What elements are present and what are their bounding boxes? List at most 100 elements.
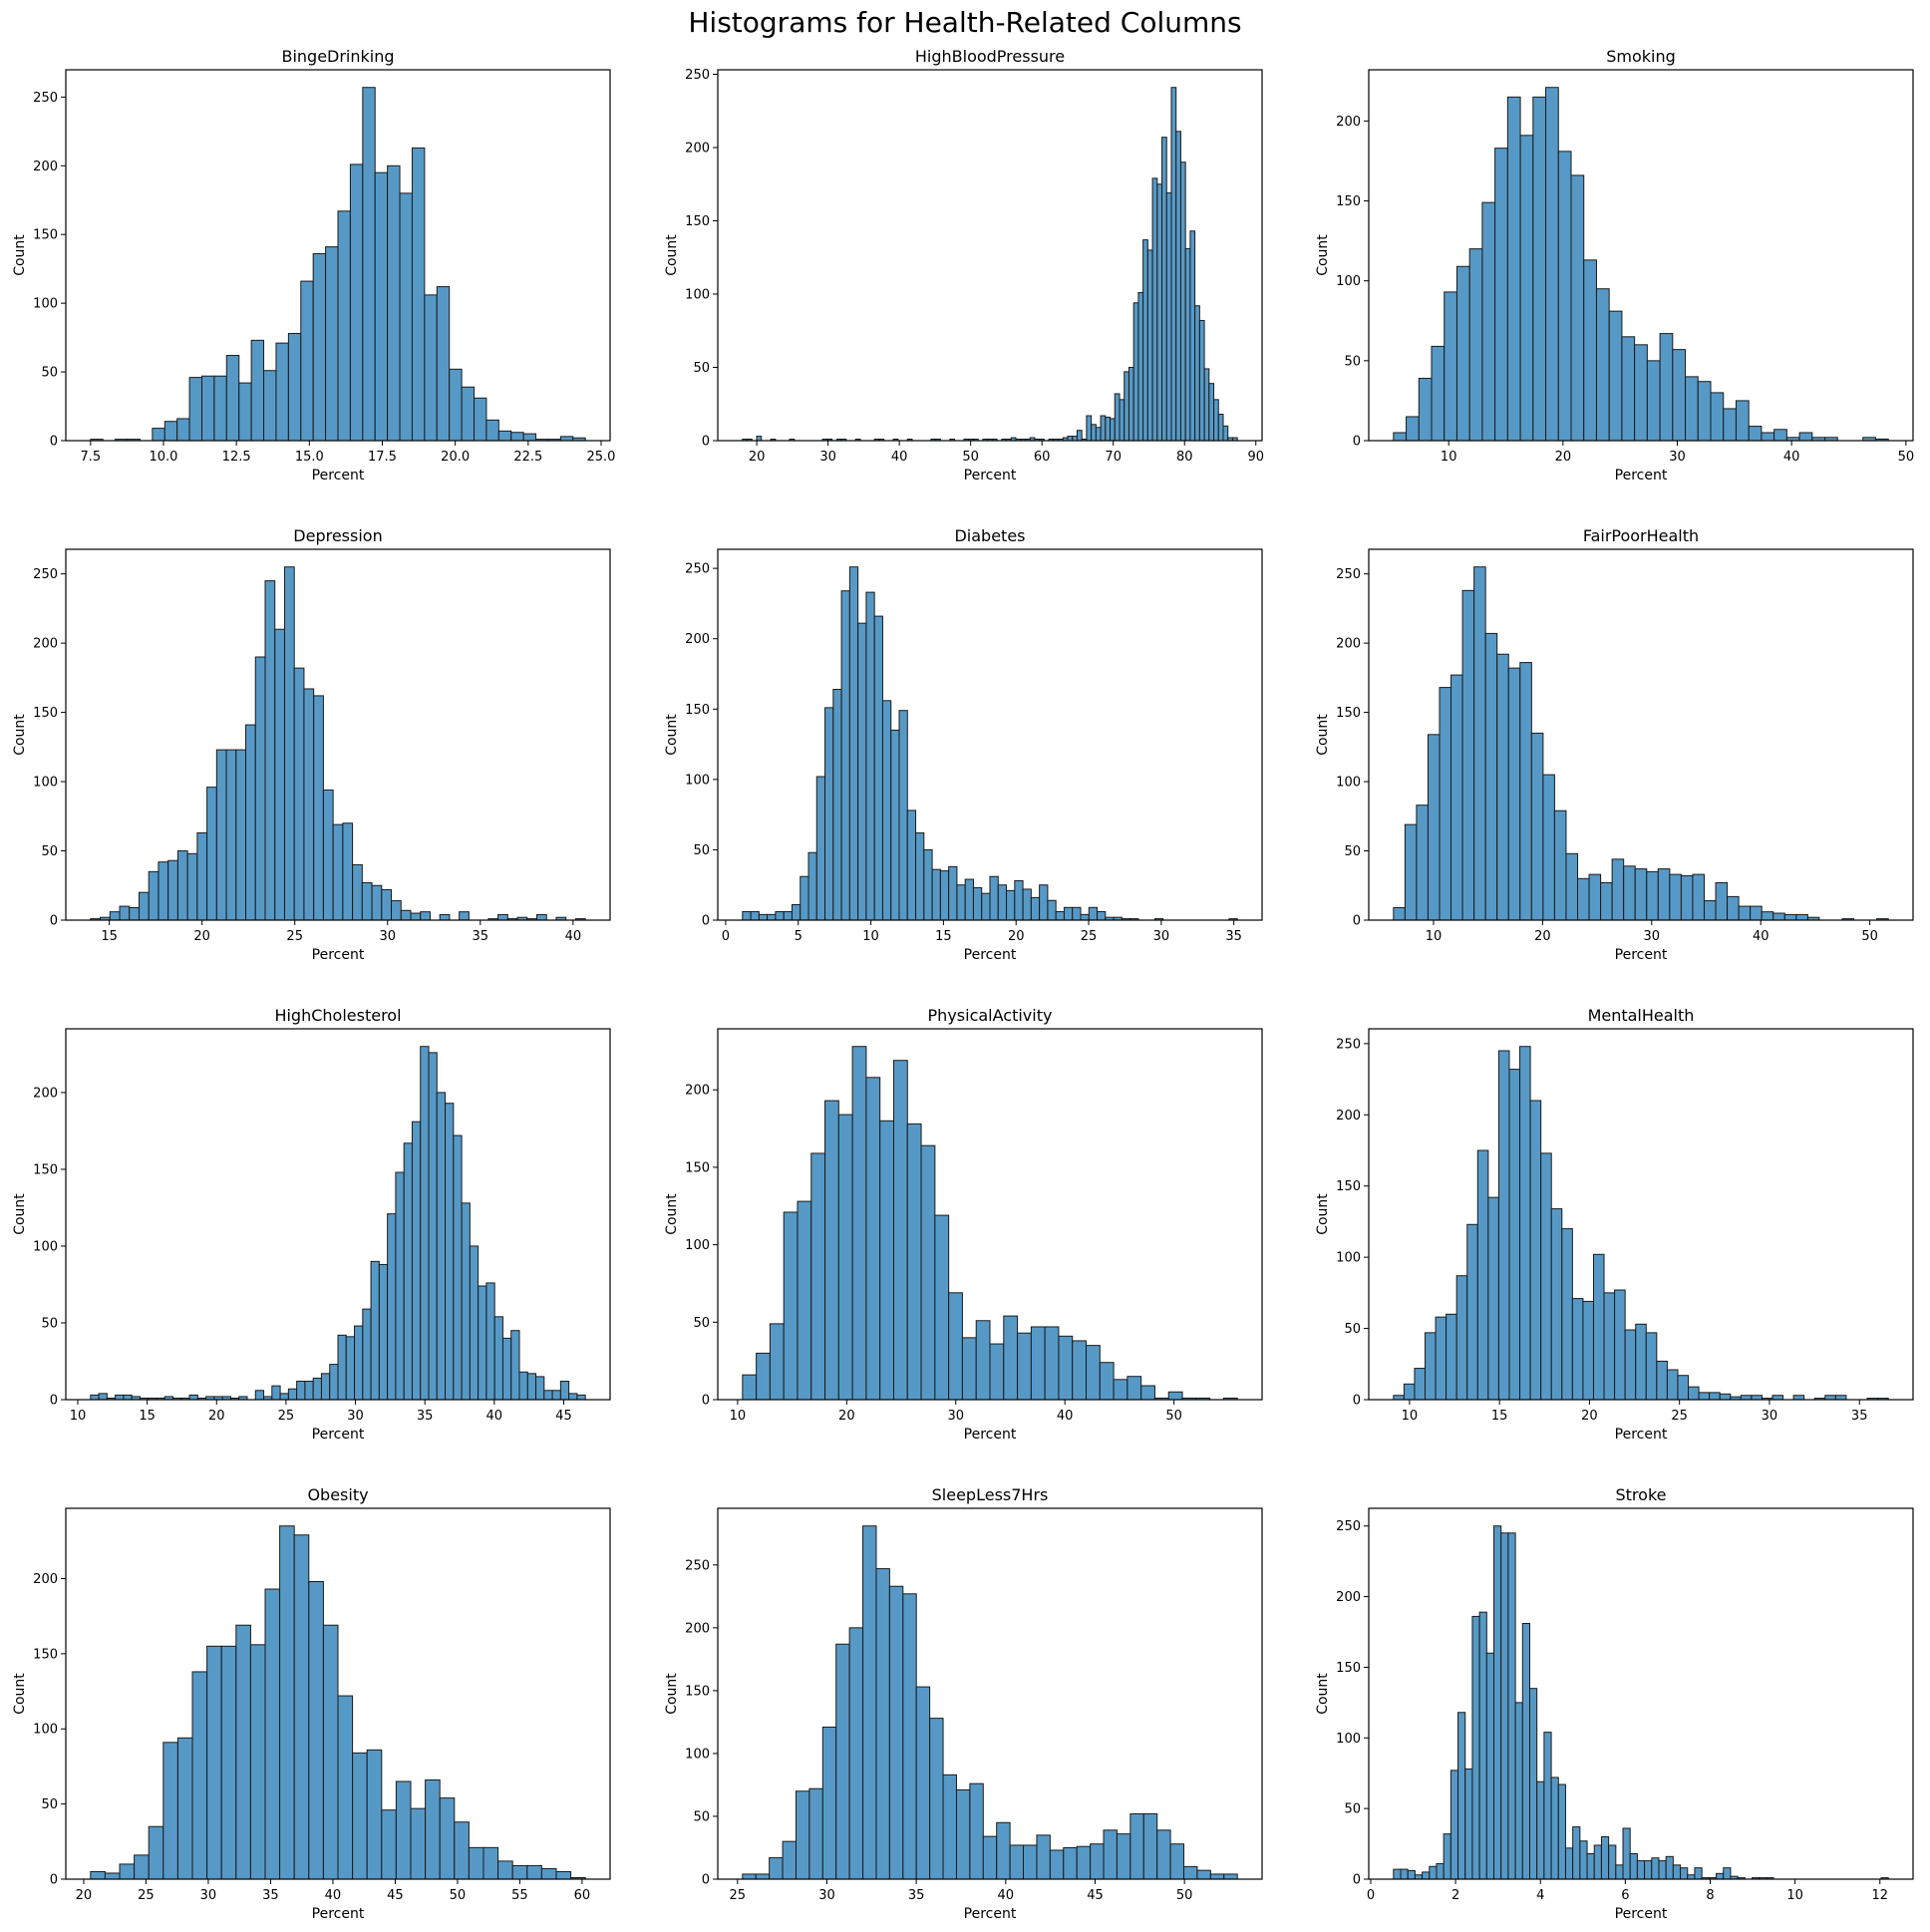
histogram-bar — [420, 1046, 430, 1401]
histogram-bar — [1418, 377, 1433, 442]
histogram-bar — [1658, 1860, 1667, 1880]
x-tick-label: 50 — [1861, 929, 1878, 944]
histogram-bar — [1697, 381, 1712, 442]
histogram-bar — [1403, 1383, 1416, 1401]
histogram-bar — [254, 656, 266, 921]
histogram-bar — [1528, 1688, 1538, 1880]
histogram-bar — [1076, 430, 1083, 442]
y-axis-label: Count — [1315, 234, 1331, 276]
histogram-bar — [1771, 1395, 1784, 1401]
axes-frame — [65, 1028, 611, 1401]
x-tick-label: 35 — [262, 1888, 279, 1903]
histogram-bar — [129, 906, 140, 921]
histogram-bar — [436, 286, 451, 442]
histogram-bar — [1666, 1369, 1679, 1401]
histogram-bar — [220, 1645, 237, 1880]
histogram-bar — [791, 903, 802, 921]
histogram-bar — [425, 1778, 441, 1880]
histogram-bar — [1393, 1868, 1402, 1880]
histogram-bar — [934, 1214, 950, 1401]
y-tick-label: 100 — [685, 287, 710, 302]
x-tick-label: 25 — [138, 1888, 155, 1903]
histogram-bar — [250, 339, 265, 442]
histogram-bar — [1427, 734, 1441, 921]
y-tick-label: 250 — [33, 567, 58, 582]
y-tick-label: 200 — [33, 637, 58, 652]
axes-frame — [1368, 1507, 1914, 1880]
histogram-mentalhealth: 10 15 20 25 30 35 0 50 100 150 200 250 MentalHealth P… — [1315, 1006, 1914, 1443]
histogram-bar — [283, 566, 295, 921]
y-axis-label: Count — [1315, 1193, 1331, 1235]
x-tick-label: 20 — [1534, 929, 1551, 944]
histogram-bar — [1506, 96, 1521, 442]
histogram-bar — [345, 1336, 356, 1401]
y-tick-label: 100 — [1336, 1732, 1361, 1747]
y-tick-label: 0 — [702, 1394, 710, 1409]
histogram-bar — [955, 1788, 971, 1880]
y-axis-label: Count — [1315, 1673, 1331, 1715]
x-tick-label: 30 — [1669, 450, 1686, 465]
x-tick-label: 30 — [1762, 1409, 1778, 1424]
axes-frame — [717, 1507, 1263, 1880]
histogram-bar — [1792, 1395, 1805, 1401]
y-tick-label: 200 — [33, 1086, 58, 1101]
histogram-bar — [1099, 1362, 1115, 1401]
y-axis-label: Count — [664, 1673, 680, 1715]
histogram-bar — [1095, 427, 1102, 442]
histogram-bar — [1715, 881, 1729, 921]
x-tick-label: 4 — [1536, 1888, 1544, 1903]
x-tick-label: 15 — [101, 929, 118, 944]
histogram-bar — [1161, 137, 1167, 442]
y-tick-label: 200 — [1336, 1109, 1361, 1124]
histogram-bar — [349, 163, 364, 442]
histogram-bar — [873, 615, 883, 921]
histogram-bar — [167, 859, 178, 921]
y-tick-label: 200 — [685, 1621, 710, 1636]
x-tick-label: 50 — [1176, 1888, 1193, 1903]
histogram-bar — [362, 1308, 372, 1401]
histogram-bar — [1036, 1834, 1051, 1880]
y-tick-label: 0 — [702, 914, 710, 929]
x-axis-label: Percent — [312, 947, 365, 963]
x-axis-label: Percent — [964, 468, 1017, 483]
y-tick-label: 100 — [33, 776, 58, 791]
x-axis-label: Percent — [312, 468, 365, 483]
histogram-bar — [501, 1337, 512, 1401]
y-tick-label: 100 — [33, 1723, 58, 1738]
histogram-bar — [1425, 1332, 1437, 1401]
x-tick-label: 20.0 — [441, 450, 470, 465]
histogram-bar — [1072, 436, 1078, 442]
histogram-bar — [134, 1854, 150, 1880]
histogram-bar — [1080, 913, 1090, 921]
histogram-bar — [1497, 1050, 1510, 1401]
histogram-bar — [576, 1394, 586, 1401]
x-tick-label: 30 — [1644, 929, 1661, 944]
histogram-bar — [1142, 239, 1148, 442]
y-axis-label: Count — [664, 1193, 680, 1235]
histogram-bar — [795, 1790, 810, 1880]
histogram-bar — [478, 1285, 487, 1401]
histogram-bar — [1072, 1340, 1088, 1401]
histogram-bar — [1184, 247, 1191, 442]
histogram-bar — [1455, 1275, 1468, 1401]
histogram-bar — [1540, 1152, 1552, 1401]
histogram-bar — [1113, 1379, 1128, 1401]
histogram-bar — [1773, 429, 1787, 442]
histogram-bar — [482, 1846, 499, 1880]
x-tick-label: 30 — [347, 1409, 364, 1424]
histogram-bar — [213, 375, 227, 442]
histogram-bar — [890, 729, 900, 921]
histogram-bar — [371, 884, 383, 921]
x-tick-label: 17.5 — [368, 450, 397, 465]
y-tick-label: 250 — [1336, 567, 1361, 582]
histogram-bar — [1677, 1375, 1690, 1401]
panel-title: Diabetes — [954, 526, 1025, 545]
histogram-bar — [1680, 1867, 1689, 1880]
histogram-bar — [225, 355, 240, 442]
x-tick-label: 45 — [555, 1409, 572, 1424]
y-tick-label: 250 — [33, 91, 58, 106]
histogram-bar — [361, 881, 373, 921]
histogram-bar — [857, 622, 867, 921]
histogram-bar — [1481, 201, 1496, 442]
histogram-bar — [568, 1393, 578, 1401]
